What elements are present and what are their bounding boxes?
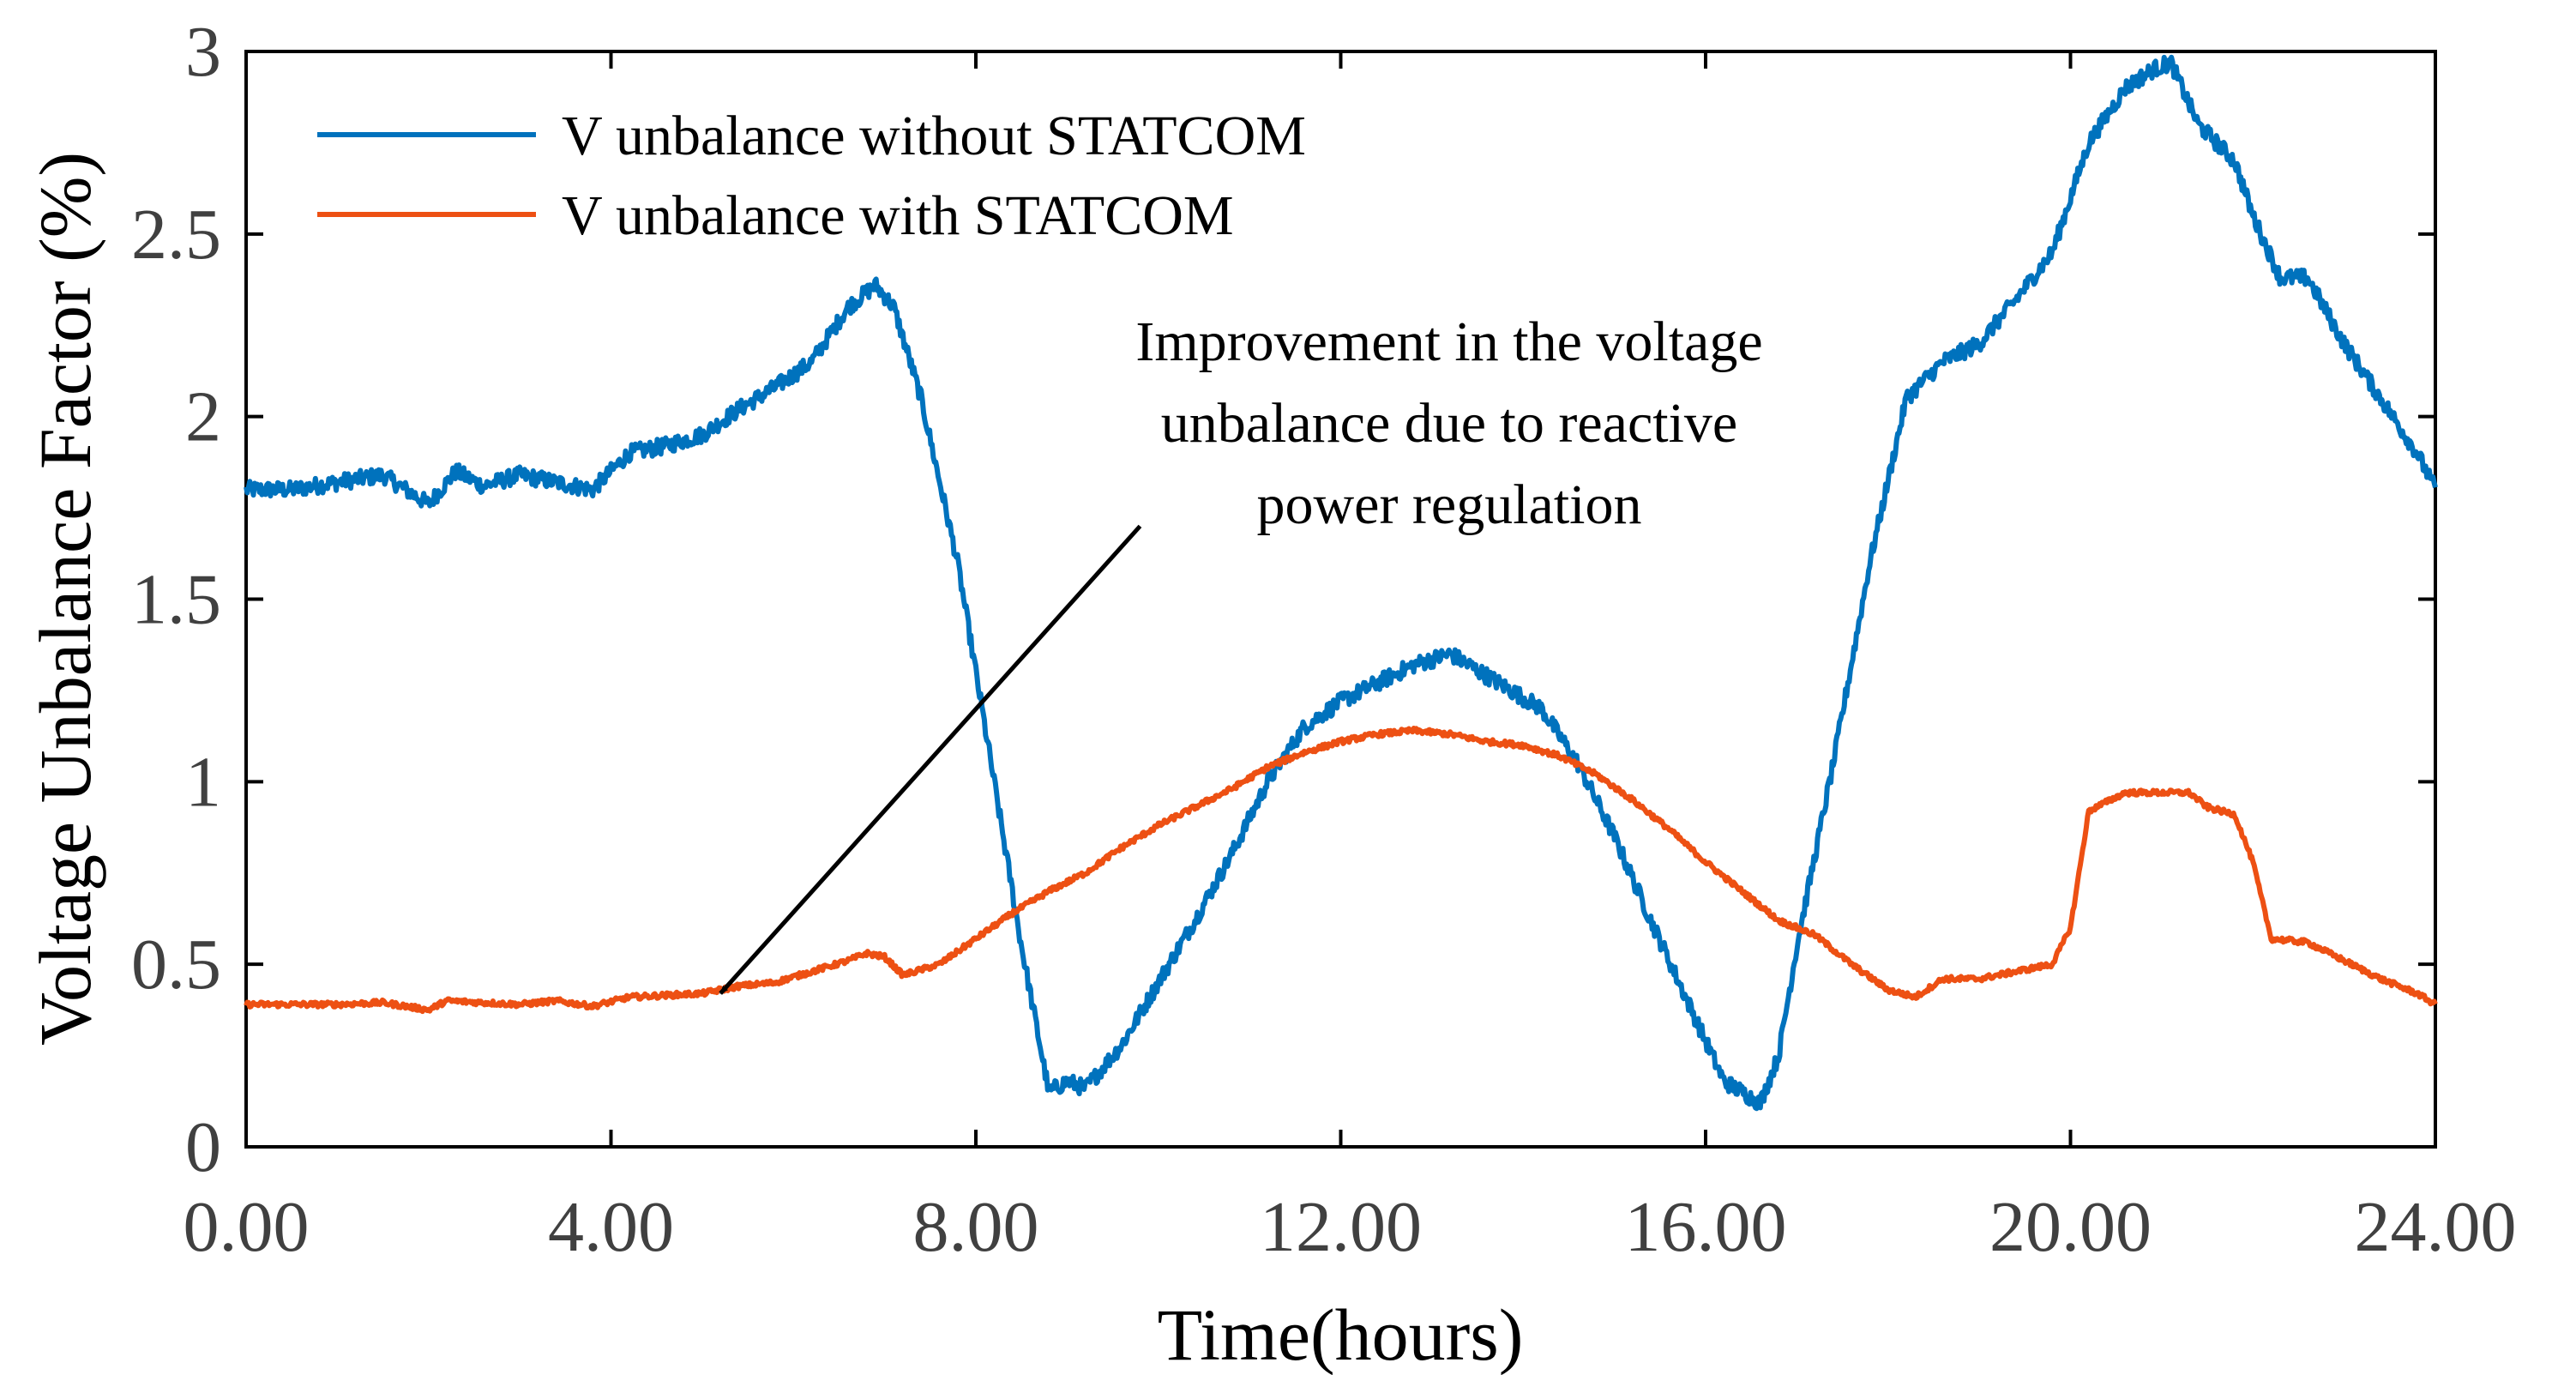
x-tick-label: 20.00 [1989,1187,2152,1267]
y-tick-label: 2 [185,377,221,457]
legend-label-without-statcom: V unbalance without STATCOM [562,105,1306,167]
axis-tick-labels: 0.00 4.00 8.00 12.00 16.00 20.00 24.00 0 0.5 1 1.5… [131,12,2517,1267]
y-tick-label: 0.5 [131,925,221,1004]
y-tick-label: 3 [185,12,221,92]
y-axis-title: Voltage Unbalance Factor (%) [24,152,106,1046]
y-tick-label: 2.5 [131,195,221,274]
x-tick-label: 4.00 [548,1187,674,1267]
y-tick-label: 1 [185,742,221,822]
x-tick-label: 16.00 [1625,1187,1787,1267]
annotation-line-3: power regulation [1256,473,1641,536]
axis-ticks [244,50,2437,1149]
y-tick-label: 1.5 [131,560,221,640]
legend: V unbalance without STATCOM V unbalance … [317,105,1306,247]
series-line-without-statcom [244,54,2438,1112]
x-tick-label: 12.00 [1260,1187,1422,1267]
annotation-arrow [719,524,1142,995]
x-tick-label: 0.00 [184,1187,310,1267]
series-line-with-statcom [244,726,2438,1015]
y-tick-label: 0 [185,1107,221,1187]
x-tick-label: 24.00 [2355,1187,2517,1267]
annotation-line-2: unbalance due to reactive [1161,392,1737,455]
legend-label-with-statcom: V unbalance with STATCOM [562,184,1234,247]
annotation: Improvement in the voltage unbalance due… [719,311,1763,995]
x-tick-label: 8.00 [913,1187,1039,1267]
series-lines [244,54,2438,1112]
x-axis-title: Time(hours) [1158,1294,1524,1375]
annotation-line-1: Improvement in the voltage [1135,311,1762,373]
